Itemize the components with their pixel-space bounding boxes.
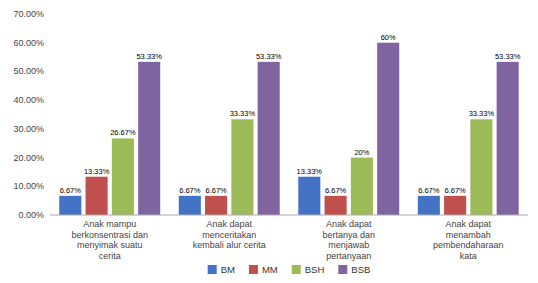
data-labels: 6.67% 6.67% 13.33% 6.67% 13.33% 6.67% 6.67% 6.6… — [60, 33, 521, 195]
bar — [205, 196, 227, 215]
data-label: 33.33% — [469, 109, 495, 118]
y-tick-label: 20.00% — [13, 153, 44, 163]
chart-container: 0.00% 10.00% 20.00% 30.00% 40.00% 50.00% 60.00… — [0, 0, 538, 283]
data-label: 33.33% — [230, 109, 256, 118]
data-label: 53.33% — [136, 52, 162, 61]
data-label: 26.67% — [110, 128, 136, 137]
y-tick-label: 30.00% — [13, 124, 44, 134]
y-tick-label: 50.00% — [13, 66, 44, 76]
bars — [59, 43, 518, 215]
bar — [497, 62, 519, 215]
data-label: 20% — [354, 148, 369, 157]
legend-item: MM — [249, 264, 278, 275]
data-label: 60% — [381, 33, 396, 42]
y-tick-label: 40.00% — [13, 95, 44, 105]
bar — [470, 119, 492, 215]
y-axis: 0.00% 10.00% 20.00% 30.00% 40.00% 50.00% 60.00… — [13, 9, 44, 220]
x-tick-label: Anak dapatmenambahpembendaharaankata — [433, 219, 504, 261]
bar — [231, 119, 253, 215]
data-label: 13.33% — [84, 167, 110, 176]
bar — [138, 62, 160, 215]
bar — [418, 196, 440, 215]
bar — [86, 177, 108, 215]
bar — [351, 158, 373, 215]
x-axis-line — [50, 215, 528, 216]
bar — [59, 196, 81, 215]
x-tick-label: Anak mampuberkonsentrasi danmenyimak sua… — [71, 219, 148, 261]
bar — [258, 62, 280, 215]
data-label: 6.67% — [444, 186, 466, 195]
legend-item: BM — [208, 264, 235, 275]
bar — [377, 43, 399, 215]
data-label: 13.33% — [297, 167, 323, 176]
data-label: 6.67% — [325, 186, 347, 195]
data-label: 53.33% — [495, 52, 521, 61]
bar — [298, 177, 320, 215]
legend: BM MM BSH BSB — [208, 264, 371, 275]
legend-swatch — [338, 265, 347, 274]
legend-label: BSB — [351, 264, 370, 275]
legend-item: BSH — [292, 264, 325, 275]
data-label: 6.67% — [418, 186, 440, 195]
legend-swatch — [292, 265, 301, 274]
legend-label: MM — [262, 264, 278, 275]
bar — [444, 196, 466, 215]
chart: 0.00% 10.00% 20.00% 30.00% 40.00% 50.00% 60.00… — [0, 0, 538, 283]
y-tick-label: 0.00% — [18, 210, 44, 220]
data-label: 53.33% — [256, 52, 282, 61]
bar — [112, 138, 134, 215]
legend-label: BSH — [305, 264, 325, 275]
x-tick-label: Anak dapatmenceritakankembali alur cerit… — [193, 219, 266, 250]
legend-swatch — [249, 265, 258, 274]
x-axis: Anak mampuberkonsentrasi danmenyimak sua… — [71, 219, 503, 261]
bar — [179, 196, 201, 215]
legend-swatch — [208, 265, 217, 274]
legend-item: BSB — [338, 264, 370, 275]
y-tick-label: 60.00% — [13, 38, 44, 48]
legend-label: BM — [221, 264, 235, 275]
y-tick-label: 70.00% — [13, 9, 44, 19]
data-label: 6.67% — [60, 186, 82, 195]
data-label: 6.67% — [205, 186, 227, 195]
bar — [325, 196, 347, 215]
data-label: 6.67% — [179, 186, 201, 195]
y-tick-label: 10.00% — [13, 181, 44, 191]
x-tick-label: Anak dapatbertanya danmenjawabpertanyaan — [322, 219, 375, 261]
